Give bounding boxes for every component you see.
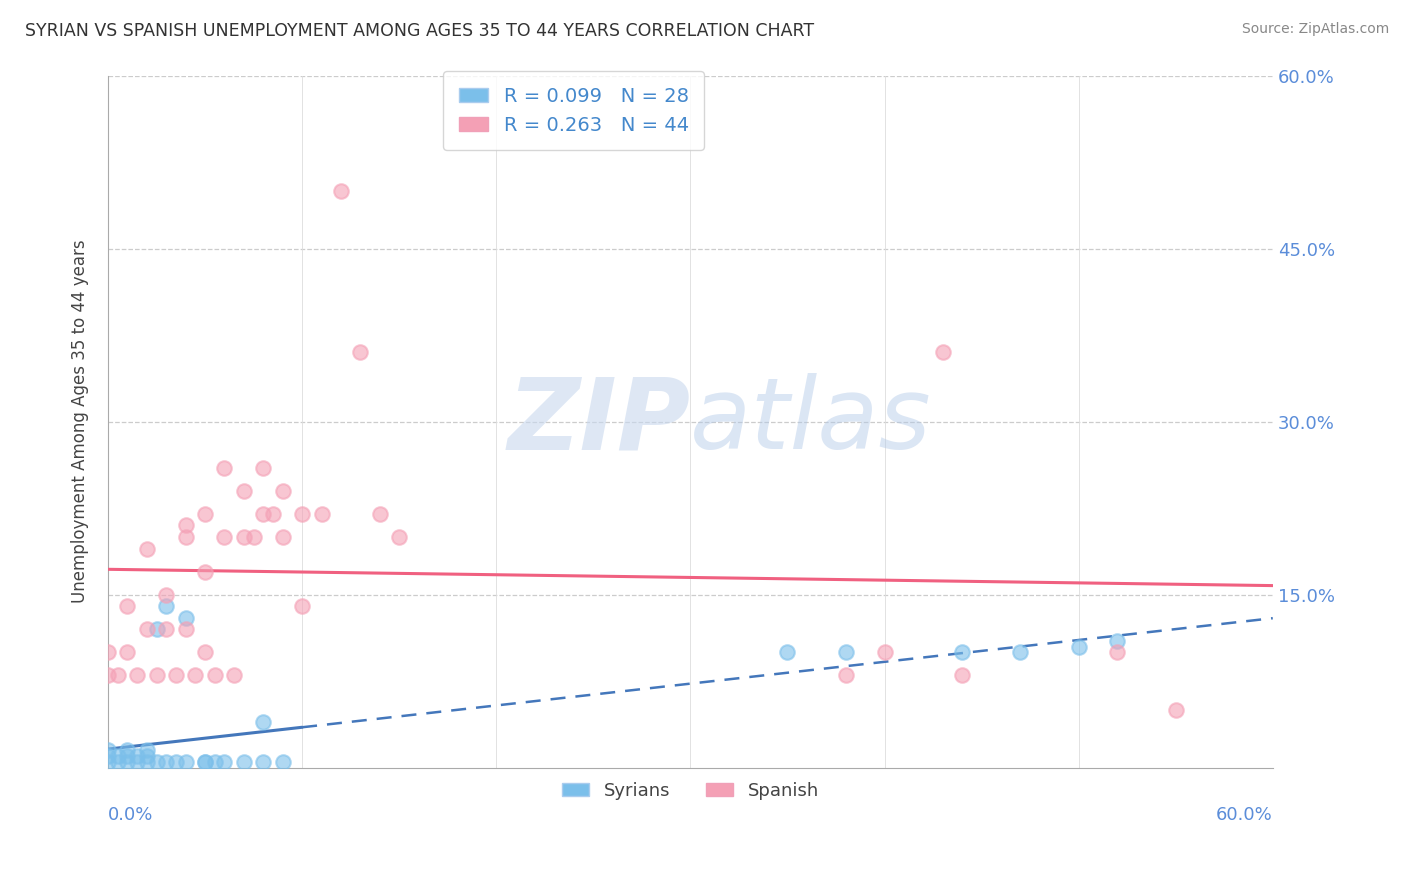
- Point: [127, 749, 149, 764]
- Point: [271, 530, 294, 544]
- Point: [184, 668, 207, 682]
- Point: [135, 755, 157, 769]
- Point: [165, 755, 187, 769]
- Point: [117, 755, 139, 769]
- Point: [135, 749, 157, 764]
- Point: [107, 749, 129, 764]
- Point: [1067, 640, 1090, 654]
- Point: [194, 565, 217, 579]
- Point: [145, 755, 167, 769]
- Point: [1107, 633, 1129, 648]
- Point: [194, 507, 217, 521]
- Point: [135, 622, 157, 636]
- Point: [155, 588, 177, 602]
- Point: [127, 755, 149, 769]
- Point: [873, 645, 896, 659]
- Point: [291, 507, 314, 521]
- Point: [204, 668, 226, 682]
- Text: ZIP: ZIP: [508, 373, 690, 470]
- Point: [214, 530, 236, 544]
- Point: [204, 755, 226, 769]
- Point: [262, 507, 284, 521]
- Point: [107, 755, 129, 769]
- Point: [97, 755, 120, 769]
- Point: [311, 507, 333, 521]
- Point: [117, 749, 139, 764]
- Point: [174, 622, 197, 636]
- Point: [155, 755, 177, 769]
- Point: [145, 668, 167, 682]
- Point: [194, 645, 217, 659]
- Text: 0.0%: 0.0%: [108, 805, 153, 824]
- Point: [135, 541, 157, 556]
- Point: [107, 668, 129, 682]
- Point: [97, 749, 120, 764]
- Point: [329, 184, 352, 198]
- Point: [349, 345, 371, 359]
- Point: [1107, 645, 1129, 659]
- Point: [252, 460, 274, 475]
- Point: [194, 755, 217, 769]
- Point: [174, 755, 197, 769]
- Point: [932, 345, 955, 359]
- Point: [224, 668, 246, 682]
- Point: [117, 645, 139, 659]
- Point: [232, 530, 254, 544]
- Point: [214, 460, 236, 475]
- Point: [117, 743, 139, 757]
- Text: atlas: atlas: [690, 373, 932, 470]
- Point: [165, 668, 187, 682]
- Point: [252, 714, 274, 729]
- Point: [252, 507, 274, 521]
- Text: Source: ZipAtlas.com: Source: ZipAtlas.com: [1241, 22, 1389, 37]
- Point: [97, 668, 120, 682]
- Legend: Syrians, Spanish: Syrians, Spanish: [555, 774, 827, 807]
- Point: [834, 668, 856, 682]
- Point: [97, 645, 120, 659]
- Point: [291, 599, 314, 614]
- Point: [368, 507, 391, 521]
- Y-axis label: Unemployment Among Ages 35 to 44 years: Unemployment Among Ages 35 to 44 years: [72, 240, 89, 603]
- Point: [252, 755, 274, 769]
- Point: [388, 530, 411, 544]
- Point: [232, 483, 254, 498]
- Point: [174, 530, 197, 544]
- Point: [271, 483, 294, 498]
- Point: [145, 622, 167, 636]
- Point: [117, 599, 139, 614]
- Point: [155, 599, 177, 614]
- Point: [1010, 645, 1032, 659]
- Point: [127, 668, 149, 682]
- Point: [950, 645, 973, 659]
- Point: [174, 518, 197, 533]
- Point: [242, 530, 264, 544]
- Point: [232, 755, 254, 769]
- Point: [174, 611, 197, 625]
- Point: [135, 743, 157, 757]
- Point: [214, 755, 236, 769]
- Text: 60.0%: 60.0%: [1216, 805, 1272, 824]
- Point: [271, 755, 294, 769]
- Point: [776, 645, 799, 659]
- Point: [194, 755, 217, 769]
- Point: [1164, 703, 1187, 717]
- Point: [950, 668, 973, 682]
- Point: [155, 622, 177, 636]
- Point: [97, 743, 120, 757]
- Text: SYRIAN VS SPANISH UNEMPLOYMENT AMONG AGES 35 TO 44 YEARS CORRELATION CHART: SYRIAN VS SPANISH UNEMPLOYMENT AMONG AGE…: [25, 22, 814, 40]
- Point: [834, 645, 856, 659]
